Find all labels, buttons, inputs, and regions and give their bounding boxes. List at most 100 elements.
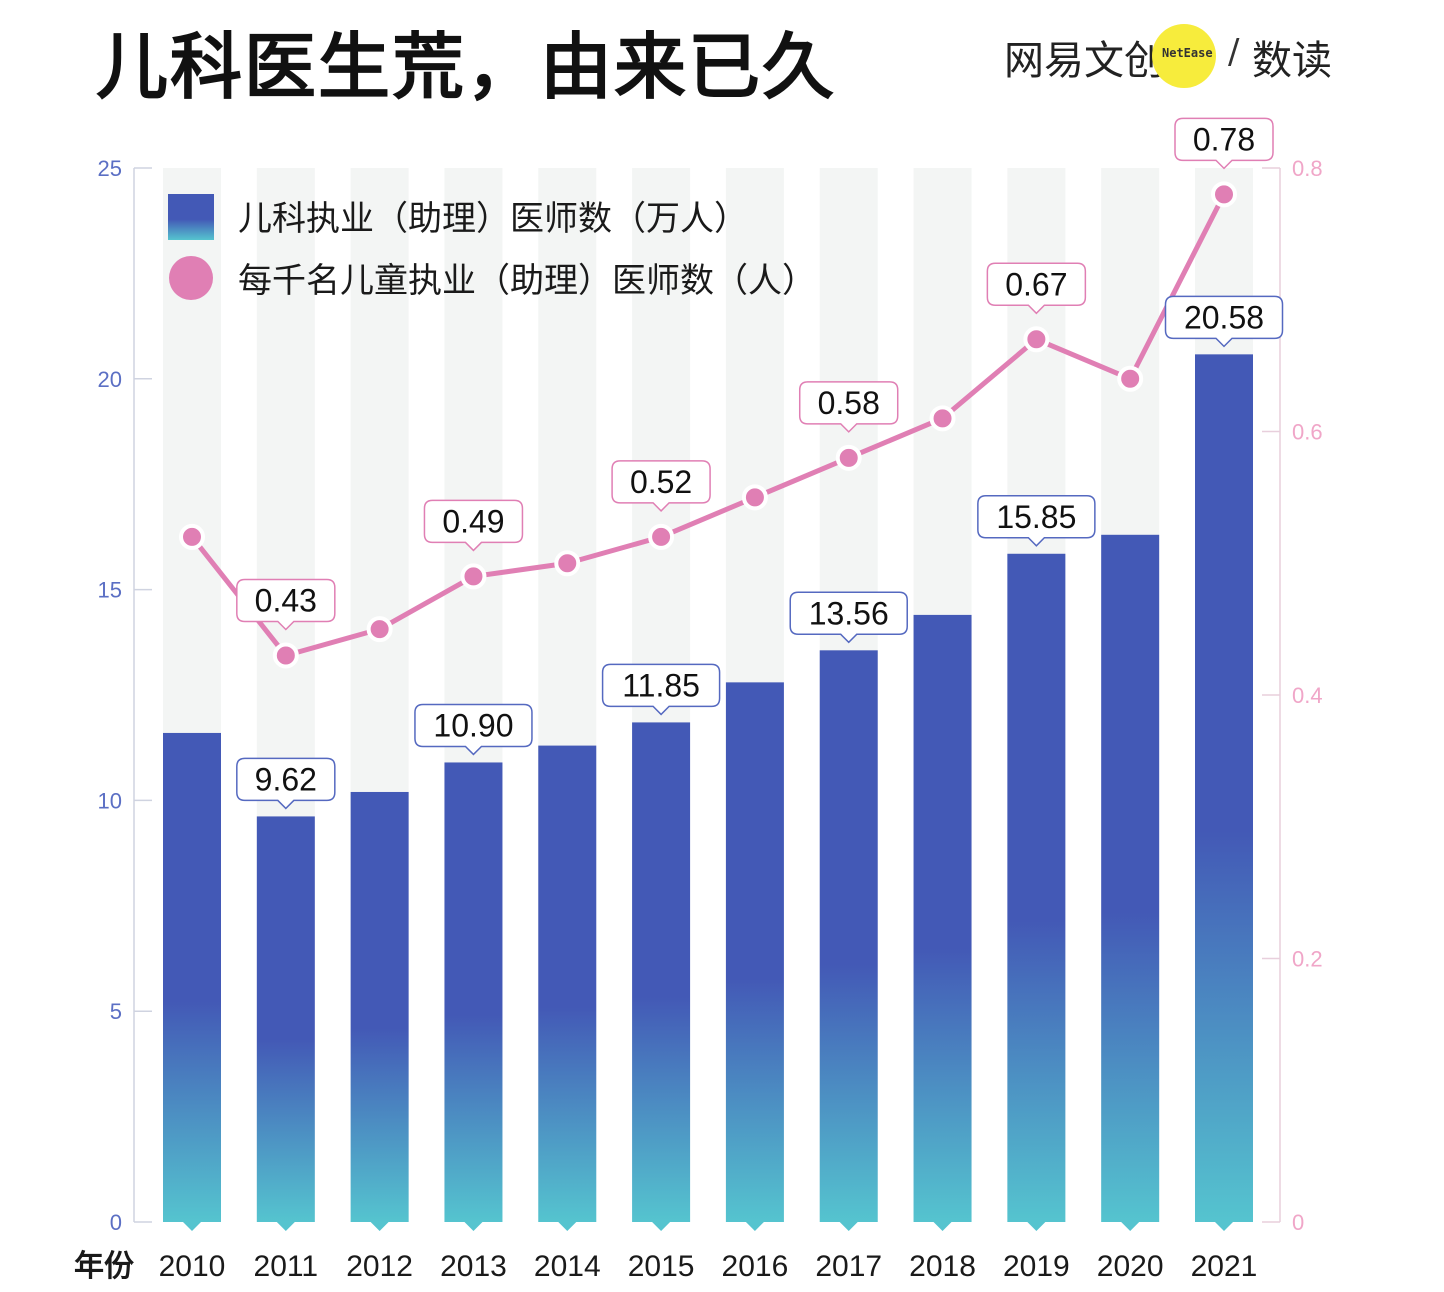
x-tick-label: 2010 (159, 1250, 226, 1283)
brand-badge: NetEase (1162, 46, 1213, 60)
line-value-label-text: 0.67 (1005, 266, 1067, 302)
bar-value-label-box (601, 663, 721, 716)
left-axis-tick-label: 25 (98, 156, 122, 181)
right-axis-tick-label: 0.2 (1292, 947, 1323, 972)
line-series (190, 193, 1227, 658)
x-tick-label: 2019 (1003, 1250, 1070, 1283)
bar (819, 650, 878, 1222)
bar (725, 682, 784, 1222)
line-value-label-box (1174, 117, 1274, 170)
bar-tip (558, 1222, 577, 1231)
bar (444, 762, 503, 1222)
x-tick-label: 2014 (534, 1250, 601, 1283)
brand-logo: 网易文创 NetEase / 数读 (1000, 24, 1340, 88)
line-value-label: 0.78 (1174, 117, 1274, 170)
legend-line-swatch (169, 256, 213, 300)
line-point (741, 484, 768, 511)
x-tick-label: 2017 (815, 1250, 882, 1283)
right-axis-tick-label: 0.6 (1292, 420, 1323, 445)
bar (1195, 354, 1253, 1223)
brand-section: 数读 (1252, 38, 1332, 84)
bar-value-label-box (414, 703, 533, 756)
left-axis-tick-label: 10 (98, 788, 122, 813)
line-point (460, 563, 487, 590)
bar-tip (464, 1222, 483, 1231)
line-point (1211, 181, 1237, 208)
bar (163, 732, 221, 1222)
bar-tip (933, 1222, 952, 1231)
bar-value-label: 20.58 (1164, 295, 1284, 348)
bar-value-label-text: 15.85 (996, 499, 1076, 535)
line-value-label-text: 0.78 (1193, 121, 1255, 157)
x-tick-label: 2013 (440, 1250, 507, 1283)
bar-value-label-box (236, 757, 336, 810)
x-tick-label: 2018 (909, 1250, 976, 1283)
line-point (1023, 326, 1050, 353)
brand-name: 网易文创 (1004, 38, 1164, 84)
line-point (929, 405, 956, 432)
brand-slash: / (1228, 32, 1240, 72)
bar-tip (839, 1222, 858, 1231)
legend-bar-swatch (168, 194, 214, 240)
line-value-label: 0.52 (611, 460, 711, 512)
bar-tip (370, 1222, 389, 1231)
left-axis-tick-label: 20 (98, 367, 122, 392)
legend-line-label: 每千名儿童执业（助理）医师数（人） (238, 261, 816, 301)
left-axis-tick-label: 0 (110, 1210, 122, 1235)
x-tick-label: 2011 (254, 1250, 319, 1283)
line-value-label: 0.58 (798, 381, 899, 433)
line-point (835, 444, 862, 471)
x-tick-label: 2020 (1097, 1250, 1164, 1283)
bar (913, 614, 972, 1222)
line-value-label-text: 0.58 (818, 385, 880, 421)
line-value-label: 0.49 (423, 499, 524, 552)
left-axis-tick-label: 15 (98, 578, 122, 603)
bar-tip (276, 1222, 295, 1231)
bar (1007, 553, 1066, 1222)
bar-value-label-text: 9.62 (255, 761, 317, 797)
bar-value-label: 13.56 (789, 591, 908, 644)
line-point (648, 523, 675, 550)
x-axis-label: 年份 (74, 1249, 134, 1284)
right-axis-tick-label: 0.8 (1292, 156, 1323, 181)
bar-tip (1121, 1222, 1140, 1231)
line-point (1117, 365, 1144, 392)
bar (350, 791, 409, 1222)
bar-value-label-text: 11.85 (622, 667, 700, 703)
bar-tip (652, 1222, 671, 1231)
bar-value-label-box (1164, 295, 1284, 348)
bar (632, 722, 691, 1222)
bar-tip (1027, 1222, 1046, 1231)
line-point (366, 616, 393, 643)
line-value-label-text: 0.52 (630, 464, 692, 500)
bar-value-label: 9.62 (236, 757, 336, 810)
bar-value-label-box (977, 495, 1096, 547)
bar-value-label-text: 10.90 (433, 707, 513, 743)
left-axis-tick-label: 5 (110, 999, 122, 1024)
line-point (554, 550, 581, 577)
x-tick-label: 2021 (1191, 1250, 1258, 1283)
chart-title: 儿科医生荒，由来已久 (96, 25, 837, 109)
line-value-label: 0.43 (236, 578, 336, 631)
line-value-label-box (798, 381, 899, 433)
brand-circle-icon (1152, 24, 1216, 88)
bar-tip (745, 1222, 764, 1231)
x-tick-label: 2012 (346, 1250, 413, 1283)
bar-value-label: 11.85 (601, 663, 721, 716)
bar-value-label: 10.90 (414, 703, 533, 756)
x-tick-label: 2015 (628, 1250, 695, 1283)
bar-value-label: 15.85 (977, 495, 1096, 547)
line-value-label-box (423, 499, 524, 552)
right-axis-tick-label: 0.4 (1292, 683, 1323, 708)
bar-value-label-text: 20.58 (1184, 299, 1264, 335)
right-axis-tick-label: 0 (1292, 1210, 1304, 1235)
x-tick-label: 2016 (722, 1250, 789, 1283)
line-value-label-text: 0.43 (255, 582, 317, 618)
line-value-label-box (986, 262, 1087, 315)
line-point (179, 523, 205, 550)
line-value-label-box (611, 460, 711, 512)
line-value-label-box (236, 578, 336, 631)
line-value-label-text: 0.49 (442, 503, 504, 539)
bar-tip (1215, 1222, 1233, 1231)
